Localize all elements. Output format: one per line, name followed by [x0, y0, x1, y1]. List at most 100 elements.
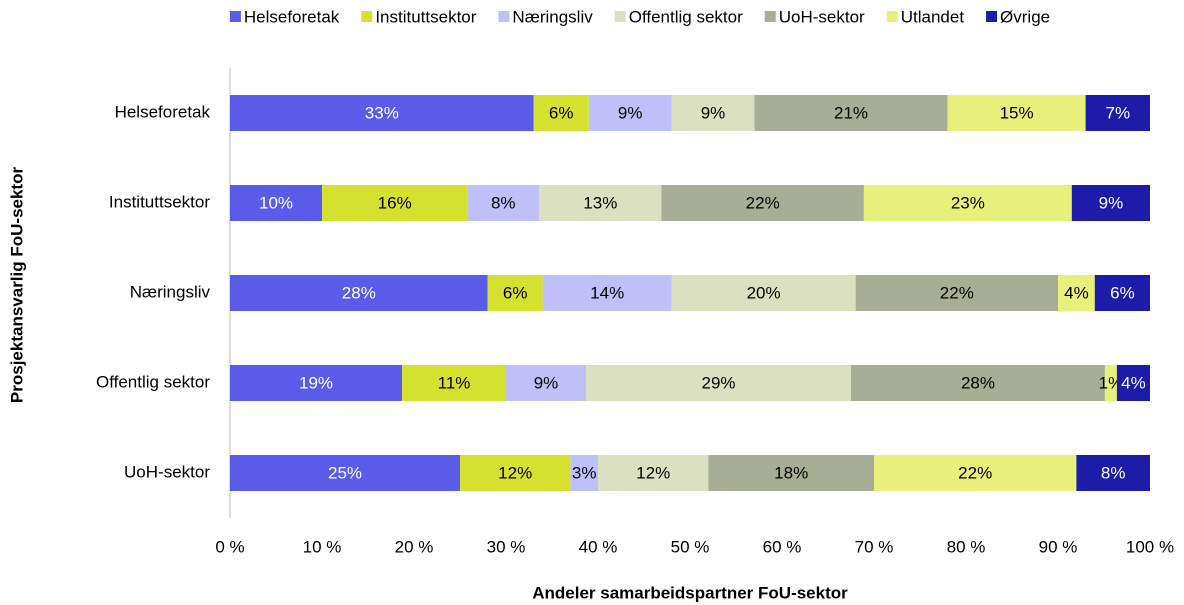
x-tick-label: 100 %: [1126, 537, 1174, 556]
bar-segment: [539, 185, 662, 221]
x-tick-label: 0 %: [215, 537, 244, 556]
legend-swatch: [614, 11, 626, 22]
data-label: 25%: [328, 463, 362, 482]
bar-segment: [708, 455, 874, 491]
data-label: 9%: [701, 103, 726, 122]
bar-segment: [1094, 275, 1150, 311]
y-tick-label: Offentlig sektor: [96, 372, 210, 391]
bar-segment: [1071, 185, 1150, 221]
x-tick-label: 10 %: [303, 537, 342, 556]
y-tick-label: UoH-sektor: [124, 462, 210, 481]
data-label: 6%: [1110, 283, 1135, 302]
data-label: 28%: [961, 373, 995, 392]
bar-segment: [487, 275, 543, 311]
bar-segment: [460, 455, 571, 491]
bar-segment: [671, 95, 755, 131]
bar-segment: [230, 275, 488, 311]
legend: Helseforetak Instituttsektor Næringsliv Off…: [229, 7, 1050, 26]
data-label: 9%: [534, 373, 559, 392]
bar-segment: [1058, 275, 1095, 311]
y-tick-label: Instituttsektor: [109, 192, 210, 211]
data-label: 8%: [1101, 463, 1126, 482]
bar-segment: [874, 455, 1077, 491]
bar-segment: [230, 95, 534, 131]
data-label: 12%: [498, 463, 532, 482]
bar-segment: [230, 185, 322, 221]
data-label: 22%: [940, 283, 974, 302]
data-label: 33%: [365, 103, 399, 122]
bar-segment: [1076, 455, 1150, 491]
x-tick-label: 80 %: [947, 537, 986, 556]
data-label: 6%: [549, 103, 574, 122]
data-label: 22%: [746, 193, 780, 212]
data-label: 20%: [747, 283, 781, 302]
x-tick-label: 90 %: [1039, 537, 1078, 556]
data-label: 10%: [259, 193, 293, 212]
data-label: 9%: [618, 103, 643, 122]
bar-segment: [467, 185, 540, 221]
data-label: 18%: [774, 463, 808, 482]
legend-swatch: [886, 11, 898, 22]
bar-segment: [533, 95, 589, 131]
data-label: 28%: [342, 283, 376, 302]
x-tick-label: 60 %: [763, 537, 802, 556]
bar-segment: [570, 455, 598, 491]
data-label: 13%: [583, 193, 617, 212]
bar-segment: [661, 185, 864, 221]
bar-segment: [588, 95, 672, 131]
bar-segment: [402, 365, 506, 401]
data-label: 4%: [1121, 373, 1146, 392]
data-label: 21%: [834, 103, 868, 122]
data-label: 9%: [1099, 193, 1124, 212]
legend-label: Næringsliv: [512, 7, 593, 26]
legend-label: UoH-sektor: [779, 7, 865, 26]
legend-swatch: [498, 11, 510, 22]
legend-swatch: [229, 11, 241, 22]
legend-swatch: [764, 11, 776, 22]
data-label: 12%: [636, 463, 670, 482]
bar-segment: [230, 455, 460, 491]
data-label: 14%: [590, 283, 624, 302]
y-axis-label: Prosjektansvarlig FoU-sektor: [7, 167, 26, 404]
data-label: 11%: [438, 373, 471, 392]
data-label: 16%: [378, 193, 412, 212]
bar-segment: [506, 365, 587, 401]
data-label: 22%: [958, 463, 992, 482]
legend-label: Utlandet: [901, 7, 965, 26]
bar-segment: [1085, 95, 1150, 131]
legend-swatch: [986, 11, 998, 22]
bar-segment: [598, 455, 709, 491]
x-tick-label: 30 %: [487, 537, 526, 556]
bar-segment: [586, 365, 851, 401]
data-label: 6%: [503, 283, 528, 302]
bar-segment: [1104, 365, 1117, 401]
bar-segment: [851, 365, 1105, 401]
legend-label: Instituttsektor: [375, 7, 476, 26]
data-label: 29%: [702, 373, 736, 392]
bar-segment: [1116, 365, 1150, 401]
bar-segment: [322, 185, 468, 221]
data-label: 3%: [572, 463, 597, 482]
data-label: 15%: [1000, 103, 1034, 122]
legend-label: Helseforetak: [244, 7, 340, 26]
data-label: 23%: [951, 193, 985, 212]
bar-segment: [947, 95, 1086, 131]
data-label: 19%: [299, 373, 333, 392]
data-label: 7%: [1106, 103, 1131, 122]
bar-segment: [855, 275, 1058, 311]
x-tick-label: 40 %: [579, 537, 618, 556]
y-tick-label: Næringsliv: [130, 282, 211, 301]
bar-segment: [230, 365, 403, 401]
data-label: 4%: [1064, 283, 1089, 302]
x-tick-label: 50 %: [671, 537, 710, 556]
bar-segment: [671, 275, 856, 311]
y-tick-label: Helseforetak: [115, 102, 211, 121]
bar-segment: [542, 275, 672, 311]
bar-segment: [863, 185, 1072, 221]
legend-label: Offentlig sektor: [629, 7, 743, 26]
legend-label: Øvrige: [1000, 7, 1050, 26]
bar-segment: [754, 95, 948, 131]
legend-swatch: [361, 11, 373, 22]
x-tick-label: 20 %: [395, 537, 434, 556]
